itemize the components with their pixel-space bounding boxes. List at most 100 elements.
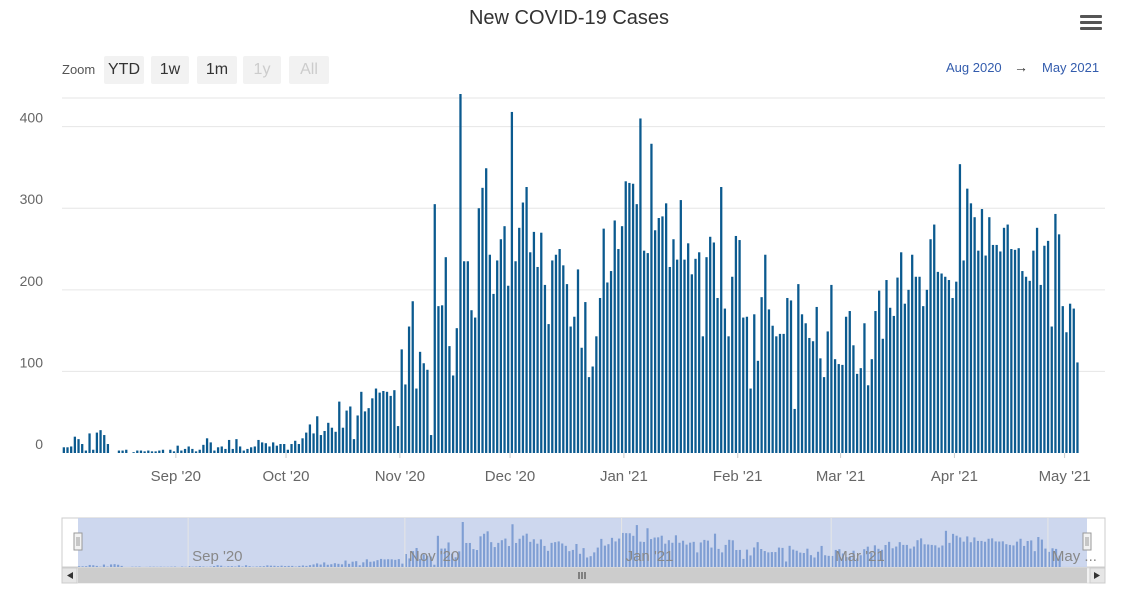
- navigator-bar: [511, 524, 514, 567]
- bar: [595, 336, 598, 453]
- bar: [767, 309, 771, 453]
- navigator-bar: [635, 525, 638, 567]
- navigator-bar: [696, 552, 699, 568]
- bar: [205, 438, 209, 453]
- navigator-bar: [447, 542, 450, 567]
- scrollbar-left-button: [61, 567, 78, 584]
- navigator-bar: [998, 541, 1001, 567]
- bar: [995, 244, 998, 453]
- navigator-bar: [653, 537, 656, 567]
- bar: [613, 220, 616, 453]
- navigator-bar: [927, 544, 930, 567]
- y-tick-label: 200: [20, 273, 44, 289]
- bar: [562, 265, 565, 453]
- bar: [176, 445, 179, 453]
- zoom-1m-button[interactable]: 1m: [197, 56, 237, 84]
- bar: [547, 324, 550, 453]
- bar: [238, 446, 242, 453]
- navigator-bar: [767, 552, 770, 568]
- bar: [338, 401, 341, 453]
- navigator-bar: [941, 545, 944, 567]
- bar: [775, 336, 778, 453]
- bar: [991, 244, 995, 453]
- navigator-bar: [515, 542, 518, 567]
- zoom-ytd-button[interactable]: YTD: [104, 56, 144, 84]
- navigator-bar: [1051, 548, 1054, 567]
- zoom-1w-button[interactable]: 1w: [151, 56, 189, 84]
- bar: [639, 118, 642, 453]
- bar: [591, 366, 594, 453]
- bar: [705, 257, 708, 453]
- navigator-bar: [813, 557, 816, 567]
- range-to-input[interactable]: May 2021: [1042, 60, 1100, 75]
- bar: [966, 188, 969, 453]
- bar: [701, 336, 704, 453]
- bar: [323, 430, 326, 453]
- navigator-bar: [863, 549, 866, 567]
- bar: [1065, 332, 1068, 453]
- bar: [778, 333, 782, 453]
- bar: [642, 250, 646, 453]
- y-tick-label: 400: [20, 110, 44, 126]
- bar: [385, 391, 389, 453]
- bar: [154, 451, 157, 453]
- navigator-bar: [628, 533, 631, 567]
- bar: [440, 305, 444, 453]
- bar: [598, 297, 602, 453]
- bar: [742, 317, 745, 453]
- navigator-bar: [781, 547, 784, 568]
- bar: [213, 450, 216, 453]
- bar: [606, 282, 609, 453]
- navigator-bar: [422, 554, 425, 567]
- bar: [448, 346, 451, 453]
- bar: [844, 316, 848, 453]
- bar: [940, 273, 943, 453]
- navigator-bar: [486, 531, 489, 567]
- range-from-input[interactable]: Aug 2020: [946, 60, 1002, 75]
- navigator-bar: [866, 546, 869, 567]
- navigator-bar: [248, 566, 251, 567]
- x-axis: Sep '20 Oct '20 Nov '20 Dec '20 Jan '21 Feb '…: [151, 453, 1091, 485]
- bar: [617, 249, 620, 453]
- navigator-bar: [564, 545, 567, 567]
- navigator-bar: [642, 541, 646, 567]
- bar: [132, 452, 135, 453]
- bar: [797, 284, 800, 453]
- bar: [444, 257, 447, 453]
- zoom-1y-button[interactable]: 1y: [243, 56, 281, 84]
- context-menu-button[interactable]: [1077, 12, 1105, 36]
- bar: [334, 431, 337, 453]
- navigator-bar: [1030, 540, 1033, 567]
- bar: [411, 301, 414, 453]
- bar: [679, 200, 682, 453]
- navigator-bar: [614, 541, 617, 567]
- bar: [756, 360, 760, 453]
- zoom-all-button[interactable]: All: [289, 56, 329, 84]
- bar: [136, 450, 139, 453]
- bar: [496, 260, 499, 453]
- bar: [852, 345, 855, 453]
- navigator-bar: [834, 549, 837, 567]
- bar: [793, 408, 796, 453]
- bar: [866, 385, 870, 453]
- navigator-bar: [536, 543, 539, 567]
- bar: [631, 183, 635, 453]
- bar: [760, 297, 763, 453]
- bar: [463, 261, 466, 453]
- bar: [584, 302, 587, 453]
- navigator-bar: [454, 557, 457, 567]
- bar: [900, 252, 903, 453]
- bar: [980, 209, 984, 453]
- navigator-bar: [845, 557, 848, 567]
- bar: [169, 449, 172, 453]
- navigator-bar: [657, 537, 660, 567]
- bar: [914, 276, 918, 453]
- navigator-selection: [78, 518, 1087, 567]
- navigator-bar: [1026, 541, 1029, 567]
- bar: [936, 271, 940, 453]
- bar: [962, 260, 965, 453]
- navigator-bar: [529, 541, 532, 567]
- bar: [418, 351, 422, 453]
- navigator-bar: [280, 565, 283, 567]
- navigator-bar: [539, 539, 542, 567]
